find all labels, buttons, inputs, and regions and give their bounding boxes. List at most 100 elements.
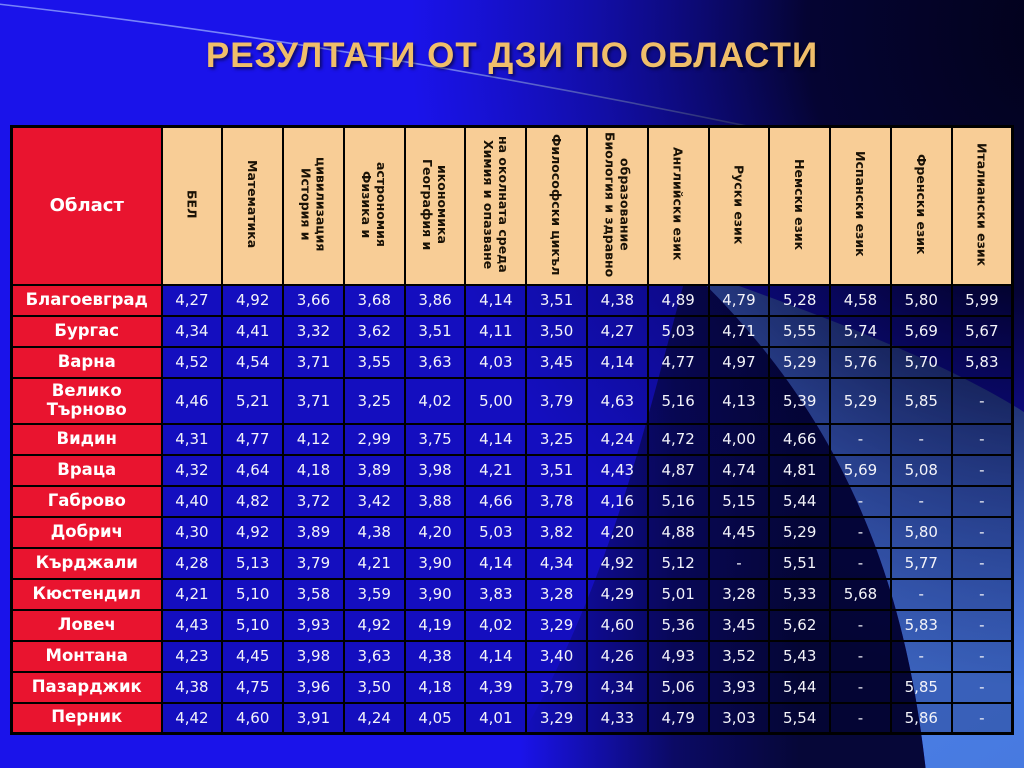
score-cell: 4,14 [464, 283, 528, 317]
score-cell: 4,66 [768, 422, 832, 456]
score-cell: 4,27 [585, 314, 649, 348]
score-cell: 4,89 [646, 283, 710, 317]
table-row: Враца 4,32 4,64 4,18 3,89 3,98 4,21 3,51 4,43 4,8… [10, 453, 1014, 487]
table-row: Видин 4,31 4,77 4,12 2,99 3,75 4,14 3,25 4,24 4,7… [10, 422, 1014, 456]
score-cell: 4,77 [646, 345, 710, 379]
score-cell: 4,38 [160, 670, 224, 704]
score-cell: 5,28 [768, 283, 832, 317]
score-cell: 5,83 [889, 608, 953, 642]
score-cell: 5,62 [768, 608, 832, 642]
score-cell: - [889, 422, 953, 456]
region-name-cell: Велико Търново [10, 376, 163, 425]
score-cell: 4,58 [829, 283, 892, 317]
score-cell: 5,68 [829, 577, 892, 611]
score-cell: 3,40 [525, 639, 588, 673]
score-cell: - [950, 422, 1014, 456]
score-cell: 3,98 [282, 639, 345, 673]
score-cell: 4,45 [221, 639, 285, 673]
score-cell: 4,97 [707, 345, 771, 379]
score-cell: 3,89 [282, 515, 345, 549]
table-row: Ловеч 4,43 5,10 3,93 4,92 4,19 4,02 3,29 4,60 5,3… [10, 608, 1014, 642]
score-cell: 3,79 [282, 546, 345, 580]
score-cell: 4,88 [646, 515, 710, 549]
region-name-cell: Варна [10, 345, 163, 379]
column-header-label: Биология и здравно образование [602, 131, 633, 277]
score-cell: 3,52 [707, 639, 771, 673]
score-cell: 4,66 [464, 484, 528, 518]
score-cell: 5,03 [464, 515, 528, 549]
score-cell: 4,18 [403, 670, 467, 704]
column-header-label: Физика и астрономия [359, 161, 390, 247]
score-cell: 5,99 [950, 283, 1014, 317]
score-cell: 4,20 [585, 515, 649, 549]
score-cell: 3,96 [282, 670, 345, 704]
score-cell: - [829, 670, 892, 704]
score-cell: 3,78 [525, 484, 588, 518]
column-header-label: Италиански език [974, 142, 990, 266]
score-cell: 5,44 [768, 670, 832, 704]
score-cell: 5,29 [768, 515, 832, 549]
score-cell: 5,00 [464, 376, 528, 425]
score-cell: 3,51 [525, 453, 588, 487]
score-cell: 3,91 [282, 701, 345, 735]
region-name-cell: Габрово [10, 484, 163, 518]
score-cell: 4,28 [160, 546, 224, 580]
score-cell: 5,29 [829, 376, 892, 425]
score-cell: 4,92 [342, 608, 406, 642]
region-name-cell: Враца [10, 453, 163, 487]
column-header-label: Английски език [670, 147, 686, 261]
score-cell: 4,81 [768, 453, 832, 487]
score-cell: 4,24 [342, 701, 406, 735]
region-name-cell: Кърджали [10, 546, 163, 580]
column-header-label: Испански език [852, 151, 868, 258]
score-cell: 4,21 [464, 453, 528, 487]
column-header-region: Област [10, 125, 163, 286]
score-cell: - [707, 546, 771, 580]
score-cell: - [829, 639, 892, 673]
column-header-subject-0: БЕЛ [160, 125, 224, 286]
score-cell: 4,45 [707, 515, 771, 549]
score-cell: 4,01 [464, 701, 528, 735]
score-cell: 4,92 [585, 546, 649, 580]
score-cell: 4,14 [464, 546, 528, 580]
score-cell: 4,02 [403, 376, 467, 425]
region-name-cell: Кюстендил [10, 577, 163, 611]
column-header-subject-4: География и икономика [403, 125, 467, 286]
score-cell: - [950, 639, 1014, 673]
score-cell: 3,82 [525, 515, 588, 549]
score-cell: 4,19 [403, 608, 467, 642]
score-cell: 4,34 [160, 314, 224, 348]
table-row: Кюстендил 4,21 5,10 3,58 3,59 3,90 3,83 3,28 4,2… [10, 577, 1014, 611]
score-cell: 3,66 [282, 283, 345, 317]
score-cell: - [829, 422, 892, 456]
score-cell: 4,39 [464, 670, 528, 704]
score-cell: - [950, 577, 1014, 611]
score-cell: 5,15 [707, 484, 771, 518]
score-cell: 5,77 [889, 546, 953, 580]
score-cell: - [950, 670, 1014, 704]
column-header-label: Немски език [792, 158, 808, 250]
score-cell: - [829, 546, 892, 580]
score-cell: 4,33 [585, 701, 649, 735]
score-cell: 3,90 [403, 577, 467, 611]
score-cell: 4,74 [707, 453, 771, 487]
score-cell: 4,63 [585, 376, 649, 425]
score-cell: 3,45 [707, 608, 771, 642]
score-cell: 5,21 [221, 376, 285, 425]
score-cell: 4,40 [160, 484, 224, 518]
score-cell: 3,62 [342, 314, 406, 348]
score-cell: 3,93 [282, 608, 345, 642]
score-cell: 3,89 [342, 453, 406, 487]
score-cell: 3,93 [707, 670, 771, 704]
score-cell: 4,60 [585, 608, 649, 642]
score-cell: 5,01 [646, 577, 710, 611]
score-cell: - [950, 453, 1014, 487]
column-header-subject-12: Френски език [889, 125, 953, 286]
score-cell: 3,63 [342, 639, 406, 673]
table-header: Област БЕЛ Математика История и цивилизация… [10, 125, 1014, 286]
column-header-subject-6: Философски цикъл [525, 125, 588, 286]
score-cell: 3,50 [525, 314, 588, 348]
region-name-cell: Бургас [10, 314, 163, 348]
column-header-label: Френски език [913, 154, 929, 255]
score-cell: 3,32 [282, 314, 345, 348]
